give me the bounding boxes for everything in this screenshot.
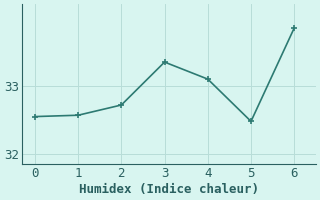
X-axis label: Humidex (Indice chaleur): Humidex (Indice chaleur) bbox=[79, 183, 259, 196]
